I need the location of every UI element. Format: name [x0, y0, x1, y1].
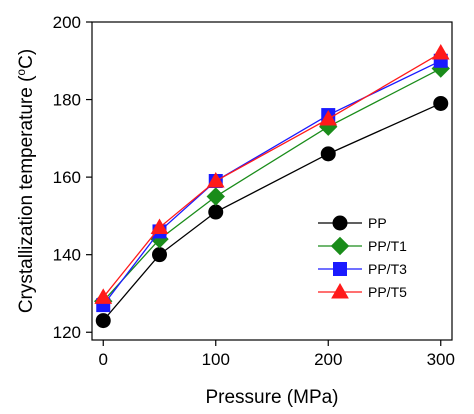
data-point-pp — [152, 247, 167, 263]
plot-frame — [91, 21, 453, 341]
data-point-pp-t5 — [206, 171, 225, 188]
series-pp-t5 — [94, 44, 450, 304]
x-tick-label: 0 — [99, 350, 108, 369]
legend-label: PP/T1 — [368, 238, 407, 254]
series-layer — [94, 44, 450, 329]
y-tick-label: 120 — [53, 323, 81, 342]
ticks-layer: 0 100 200 300 120 140 160 180 200 — [53, 13, 455, 369]
y-tick-label: 200 — [53, 13, 81, 32]
y-axis-title: Crystallization temperature (oC) — [14, 49, 37, 313]
y-axis-title-superscript: o — [14, 69, 28, 76]
data-point-pp — [433, 95, 449, 111]
y-axis-title-main: Crystallization temperature ( — [16, 75, 37, 313]
y-tick-label: 140 — [53, 246, 81, 265]
legend-item-pp-t1: PP/T1 — [318, 236, 407, 256]
legend-marker — [331, 282, 349, 299]
data-point-pp — [208, 204, 224, 220]
data-point-pp-t5 — [150, 218, 169, 235]
legend-item-pp-t3: PP/T3 — [318, 261, 407, 277]
legend-marker — [333, 262, 347, 276]
legend-item-pp: PP — [318, 215, 387, 231]
legend-marker — [332, 215, 348, 231]
legend-label: PP — [368, 215, 387, 231]
x-axis-title: Pressure (MPa) — [205, 387, 338, 408]
data-point-pp — [95, 313, 111, 329]
data-point-pp-t5 — [319, 109, 338, 126]
x-tick-label: 200 — [314, 350, 342, 369]
data-point-pp-t5 — [94, 288, 113, 304]
x-tick-label: 100 — [202, 350, 230, 369]
data-point-pp-t1 — [206, 187, 225, 206]
y-tick-label: 180 — [53, 91, 81, 110]
y-tick-label: 160 — [53, 168, 81, 187]
legend-item-pp-t5: PP/T5 — [318, 282, 407, 300]
series-pp — [95, 95, 449, 329]
y-axis-title-unit: C) — [16, 49, 37, 69]
x-tick-label: 300 — [427, 350, 455, 369]
data-point-pp — [320, 146, 336, 162]
legend-label: PP/T5 — [368, 284, 407, 300]
legend-label: PP/T3 — [368, 261, 407, 277]
data-point-pp-t5 — [431, 44, 450, 60]
legend-marker — [330, 236, 350, 256]
legend: PP PP/T1 PP/T3 PP/T5 — [318, 215, 407, 300]
